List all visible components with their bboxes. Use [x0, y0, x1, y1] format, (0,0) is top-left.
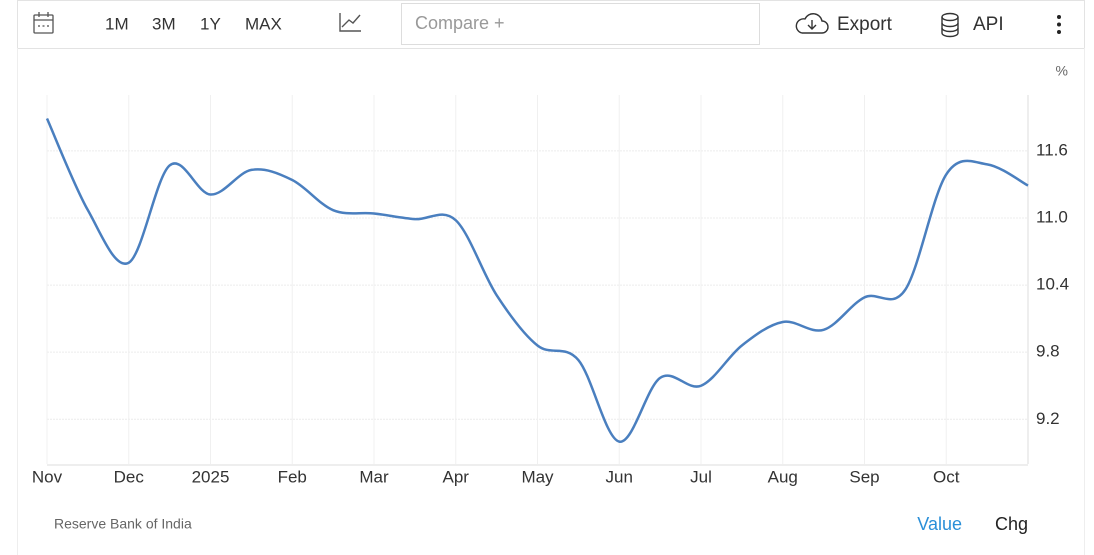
api-icon[interactable] [941, 12, 959, 38]
range-button[interactable]: MAX [245, 14, 282, 33]
plot-area: 9.2 9.8 10.4 11.0 11.6 Nov Dec 2025 Feb Mar Apr May… [32, 95, 1069, 486]
x-tick-label: Dec [114, 467, 145, 486]
unit-label: % [1056, 63, 1068, 79]
compare-placeholder[interactable]: Compare + [415, 13, 505, 33]
x-tick-label: Sep [849, 467, 879, 486]
y-tick-label: 11.6 [1036, 140, 1068, 159]
x-tick-label: May [521, 467, 554, 486]
y-tick-label: 9.2 [1036, 409, 1060, 428]
x-tick-label: Jun [606, 467, 633, 486]
range-button[interactable]: 3M [152, 14, 176, 33]
y-tick-label: 11.0 [1036, 207, 1068, 226]
y-tick-label: 10.4 [1036, 275, 1069, 294]
x-tick-label: Apr [443, 467, 470, 486]
compare-input[interactable] [401, 3, 760, 45]
calendar-icon[interactable] [33, 12, 54, 34]
x-tick-label: 2025 [192, 467, 230, 486]
x-tick-label: Nov [32, 467, 63, 486]
toolbar-frame [17, 0, 1085, 49]
range-button[interactable]: 1M [105, 14, 129, 33]
menu-icon[interactable] [1057, 15, 1061, 34]
api-button[interactable]: API [973, 14, 1004, 35]
y-tick-label: 9.8 [1036, 342, 1060, 361]
value-tab[interactable]: Value [917, 514, 962, 534]
range-button[interactable]: 1Y [200, 14, 221, 33]
x-tick-label: Jul [690, 467, 712, 486]
export-button[interactable]: Export [837, 14, 893, 35]
x-tick-label: Oct [933, 467, 960, 486]
data-line [45, 117, 1029, 443]
source: Reserve Bank of India [54, 516, 192, 532]
export-icon[interactable] [795, 13, 829, 34]
x-tick-label: Aug [768, 467, 798, 486]
x-tick-label: Feb [278, 467, 307, 486]
x-tick-label: Mar [359, 467, 389, 486]
chg-tab[interactable]: Chg [995, 514, 1028, 534]
chart-type-icon[interactable] [339, 13, 361, 32]
